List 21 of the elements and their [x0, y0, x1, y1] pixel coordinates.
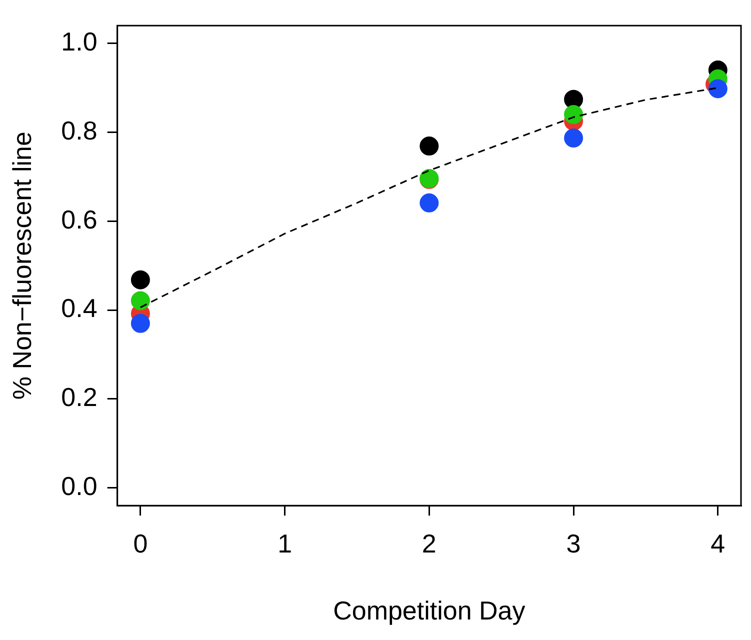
y-tick-label: 1.0	[61, 26, 98, 57]
x-tick-label: 4	[710, 528, 726, 558]
y-tick-label: 0.8	[61, 115, 98, 146]
y-tick-label: 0.2	[61, 382, 98, 412]
point	[564, 104, 584, 124]
y-tick-label: 0.6	[61, 204, 98, 234]
x-tick-label: 2	[422, 528, 436, 558]
y-tick-label: 0.4	[61, 293, 98, 324]
y-axis-title: % Non−fluorescent line	[6, 132, 37, 400]
x-tick-label: 1	[278, 528, 292, 558]
y-tick-label: 0.0	[61, 470, 98, 501]
point	[708, 79, 728, 98]
point	[130, 270, 150, 290]
point	[130, 314, 150, 333]
point	[420, 193, 439, 212]
point	[564, 128, 584, 148]
x-axis-title: Competition Day	[333, 596, 526, 626]
point	[130, 291, 150, 310]
x-tick-label: 3	[566, 528, 581, 558]
x-tick-label: 0	[133, 528, 148, 558]
point	[420, 136, 439, 156]
